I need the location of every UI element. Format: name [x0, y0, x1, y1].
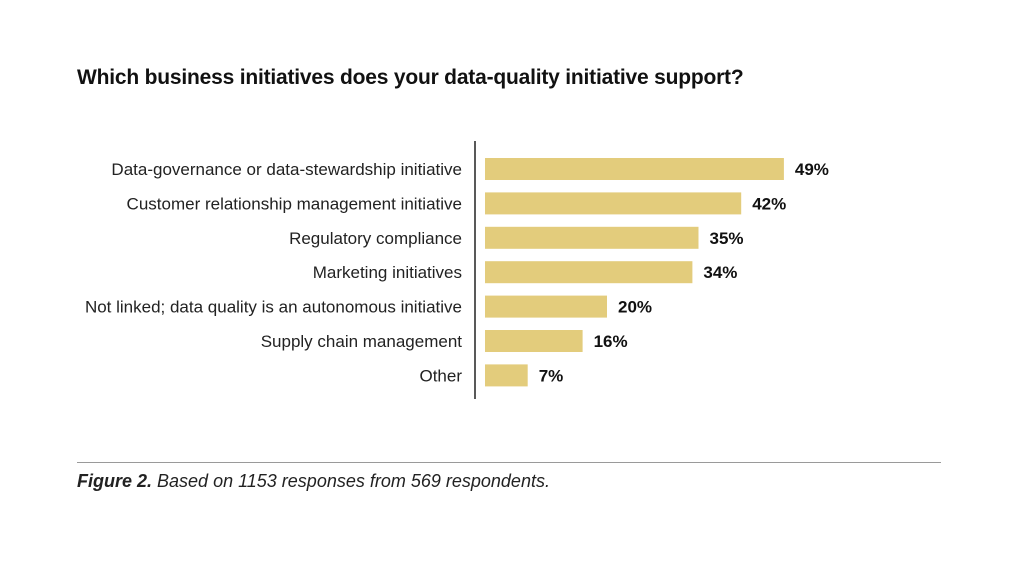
category-label: Regulatory compliance: [289, 229, 462, 248]
value-label: 35%: [710, 229, 744, 248]
value-label: 7%: [539, 366, 564, 385]
category-label: Marketing initiatives: [313, 263, 462, 282]
figure-number: Figure 2.: [77, 471, 153, 491]
bar: [485, 192, 742, 215]
bar: [485, 295, 607, 318]
bar: [485, 261, 693, 284]
bars-group: Data-governance or data-stewardship init…: [85, 158, 829, 387]
bar: [485, 364, 528, 387]
category-label: Other: [419, 366, 462, 385]
bar: [485, 226, 699, 249]
category-label: Supply chain management: [261, 332, 463, 351]
value-label: 34%: [703, 263, 737, 282]
chart-title: Which business initiatives does your dat…: [77, 66, 744, 89]
caption-divider: [77, 462, 941, 463]
caption-text: Based on 1153 responses from 569 respond…: [157, 471, 550, 491]
value-label: 16%: [594, 332, 628, 351]
category-label: Customer relationship management initiat…: [127, 194, 462, 213]
value-label: 49%: [795, 160, 829, 179]
category-label: Data-governance or data-stewardship init…: [111, 160, 462, 179]
value-label: 20%: [618, 298, 652, 317]
bar: [485, 158, 784, 180]
figure-caption: Figure 2. Based on 1153 responses from 5…: [77, 471, 550, 492]
bar: [485, 330, 583, 352]
value-label: 42%: [752, 194, 786, 213]
category-label: Not linked; data quality is an autonomou…: [85, 298, 462, 317]
